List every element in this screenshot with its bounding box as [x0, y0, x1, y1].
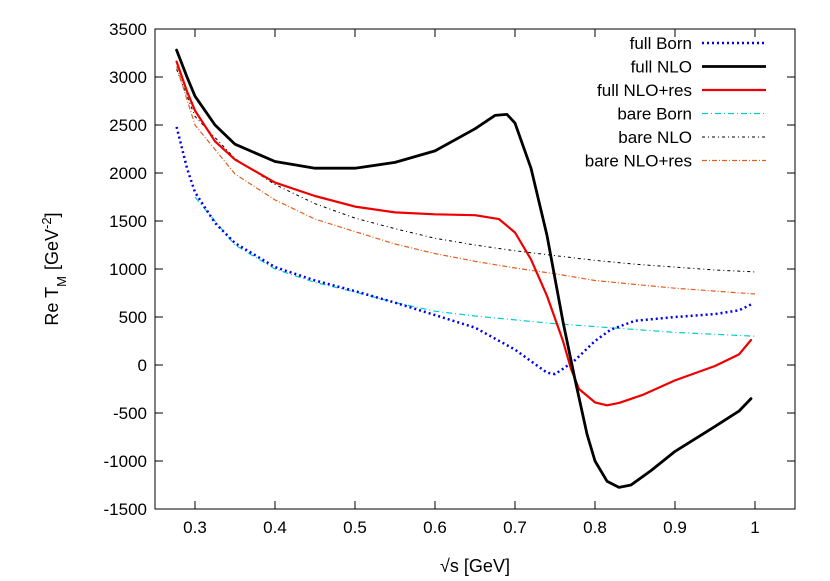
series-line-bare-born: [194, 196, 756, 337]
y-tick-label: 1500: [109, 212, 147, 231]
y-tick-label: -1000: [104, 452, 147, 471]
y-axis-title-exp: -2: [39, 217, 54, 229]
x-tick-label: 0.7: [503, 518, 527, 537]
series-line-full-born: [175, 126, 752, 376]
axis-ticks: -1500 -1000 -500 0 500 1000 1500 2000 2500 3000 35…: [104, 20, 795, 537]
x-tick-label: 1: [750, 518, 759, 537]
y-tick-label: -1500: [104, 500, 147, 519]
y-axis-title-close: ]: [42, 212, 62, 217]
y-axis-title: Re TM [GeV-2]: [39, 212, 69, 325]
y-tick-label: 1000: [109, 260, 147, 279]
series-line-bare-nlo-res: [176, 66, 756, 295]
legend: full Born full NLO full NLO+res bare Born ba…: [585, 34, 766, 171]
y-tick-label: 2000: [109, 164, 147, 183]
y-tick-label: 0: [138, 356, 147, 375]
series-line-full-nlo-res: [175, 60, 753, 407]
y-axis-title-main: Re T: [42, 287, 62, 326]
y-tick-label: 500: [119, 308, 147, 327]
y-axis-title-sub: M: [54, 276, 69, 287]
x-tick-label: 0.4: [263, 518, 287, 537]
x-axis-title: √s [GeV]: [440, 556, 510, 576]
series-line-full-nlo: [175, 48, 753, 489]
x-tick-label: 0.9: [663, 518, 687, 537]
y-axis-title-unit: [GeV: [42, 229, 62, 270]
legend-label: full Born: [630, 34, 692, 53]
series-layer: [175, 48, 756, 489]
x-tick-label: 0.5: [343, 518, 367, 537]
y-tick-label: -500: [113, 404, 147, 423]
legend-label: bare NLO: [618, 128, 692, 147]
legend-label: bare NLO+res: [585, 152, 692, 171]
y-tick-label: 3500: [109, 20, 147, 39]
x-tick-label: 0.6: [423, 518, 447, 537]
y-tick-label: 3000: [109, 68, 147, 87]
x-tick-label: 0.3: [183, 518, 207, 537]
legend-label: full NLO+res: [597, 81, 692, 100]
x-tick-label: 0.8: [583, 518, 607, 537]
legend-label: full NLO: [631, 58, 692, 77]
y-tick-label: 2500: [109, 116, 147, 135]
legend-label: bare Born: [617, 105, 692, 124]
